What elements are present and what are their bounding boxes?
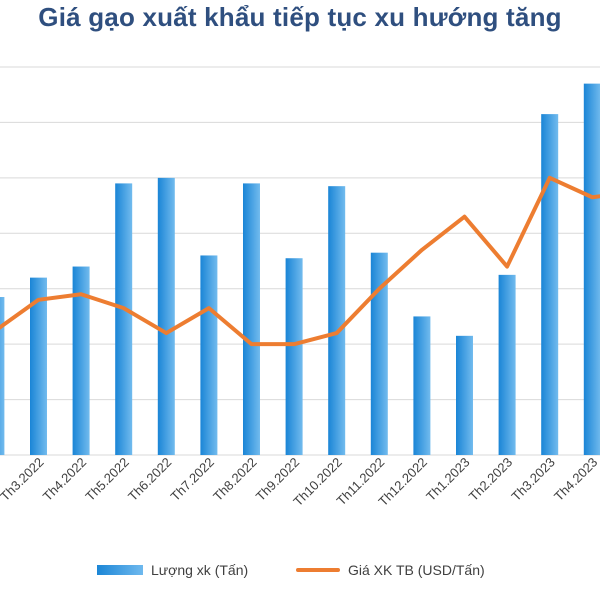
legend-line-swatch bbox=[296, 568, 340, 572]
bar bbox=[72, 266, 90, 455]
x-tick-label: Th6.2022 bbox=[125, 455, 174, 504]
x-tick-label: Th2.2023 bbox=[466, 455, 515, 504]
bar bbox=[456, 335, 473, 455]
bar bbox=[413, 316, 431, 455]
x-tick-label: Th4.2023 bbox=[551, 455, 600, 504]
bar bbox=[200, 255, 218, 455]
bar bbox=[243, 183, 260, 455]
bar bbox=[498, 274, 516, 455]
x-tick-label: Th3.2023 bbox=[508, 455, 557, 504]
bar bbox=[285, 258, 303, 455]
x-tick-label: Th7.2022 bbox=[168, 455, 217, 504]
bar bbox=[541, 114, 559, 455]
legend-item-line: Giá XK TB (USD/Tấn) bbox=[296, 560, 485, 580]
bar bbox=[0, 297, 5, 455]
x-tick-label: Th8.2022 bbox=[210, 455, 259, 504]
x-tick-labels: Th3.2022Th4.2022Th5.2022Th6.2022Th7.2022… bbox=[0, 455, 600, 510]
bar bbox=[583, 83, 600, 455]
legend-bar-swatch bbox=[97, 565, 143, 575]
legend-bar-label: Lượng xk (Tấn) bbox=[151, 562, 249, 578]
x-tick-label: Th3.2022 bbox=[0, 455, 47, 504]
x-tick-label: Th4.2022 bbox=[40, 455, 89, 504]
bar bbox=[370, 252, 388, 455]
bar bbox=[115, 183, 133, 455]
bar bbox=[157, 177, 175, 455]
bar-series bbox=[0, 83, 600, 455]
bar bbox=[328, 186, 346, 455]
chart-title: Giá gạo xuất khẩu tiếp tục xu hướng tăng bbox=[38, 2, 562, 32]
legend-line-label: Giá XK TB (USD/Tấn) bbox=[348, 562, 485, 578]
line-series bbox=[0, 175, 600, 347]
x-tick-label: Th1.2023 bbox=[423, 455, 472, 504]
price-line bbox=[0, 175, 600, 347]
bar bbox=[30, 277, 47, 455]
x-tick-label: Th5.2022 bbox=[82, 455, 131, 504]
legend-item-bars: Lượng xk (Tấn) bbox=[97, 560, 248, 580]
